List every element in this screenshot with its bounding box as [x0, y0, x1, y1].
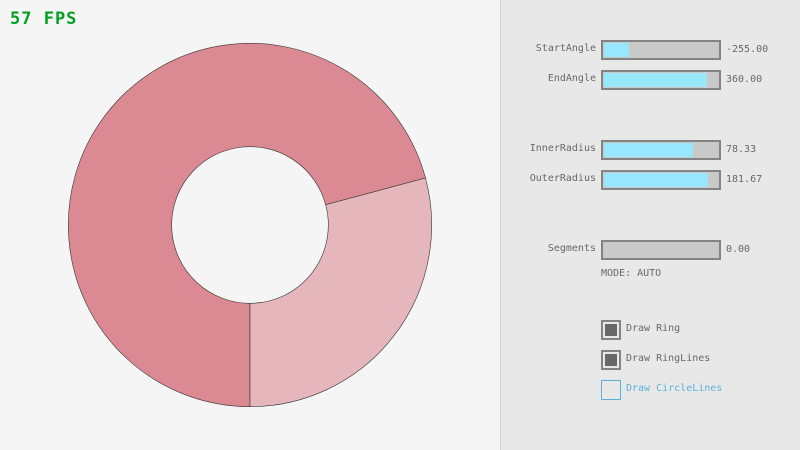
- segments-slider[interactable]: [601, 240, 721, 260]
- inner-radius-label: InnerRadius: [529, 143, 596, 154]
- draw-circlelines-checkbox[interactable]: [601, 380, 621, 400]
- slider-fill: [604, 73, 707, 87]
- start-angle-label: StartAngle: [535, 43, 596, 54]
- check-mark: [605, 354, 617, 366]
- segments-value: 0.00: [726, 244, 751, 255]
- slider-fill: [604, 143, 694, 157]
- draw-circlelines-label[interactable]: Draw CircleLines: [626, 383, 723, 394]
- inner-radius-value: 78.33: [726, 144, 757, 155]
- mode-label: MODE: AUTO: [601, 268, 662, 279]
- slider-fill: [604, 173, 708, 187]
- slider-fill: [604, 43, 629, 57]
- outer-radius-slider[interactable]: [601, 170, 721, 190]
- outer-radius-label: OuterRadius: [529, 173, 596, 184]
- ring-canvas: [68, 43, 432, 407]
- draw-ringlines-label[interactable]: Draw RingLines: [626, 353, 711, 364]
- ring-single-segment: [249, 177, 432, 407]
- draw-ringlines-checkbox[interactable]: [601, 350, 621, 370]
- draw-ring-label[interactable]: Draw Ring: [626, 323, 681, 334]
- end-angle-value: 360.00: [726, 74, 763, 85]
- end-angle-label: EndAngle: [547, 73, 596, 84]
- start-angle-value: -255.00: [726, 44, 769, 55]
- segments-label: Segments: [547, 243, 596, 254]
- outer-radius-value: 181.67: [726, 174, 763, 185]
- check-mark: [605, 324, 617, 336]
- ring-overlap-segment: [68, 43, 426, 407]
- draw-ring-checkbox[interactable]: [601, 320, 621, 340]
- end-angle-slider[interactable]: [601, 70, 721, 90]
- controls-panel: StartAngle -255.00 EndAngle 360.00 Inner…: [500, 0, 800, 450]
- inner-radius-slider[interactable]: [601, 140, 721, 160]
- start-angle-slider[interactable]: [601, 40, 721, 60]
- fps-counter: 57 FPS: [10, 9, 78, 29]
